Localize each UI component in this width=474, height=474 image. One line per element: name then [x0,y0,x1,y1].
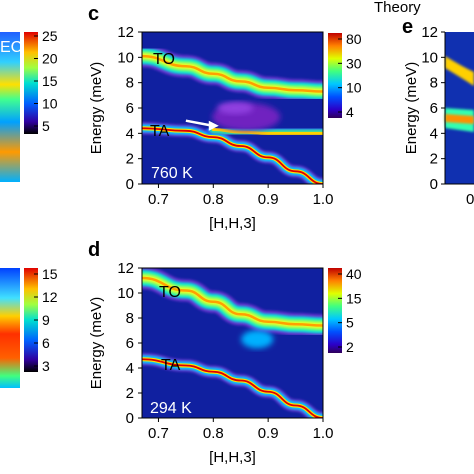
x-tick-label: 1.0 [313,191,334,208]
panel-e-letter: e [402,16,413,38]
left-heatmap-bottom [0,268,20,388]
panel-d-axes: 0 2 4 6 8 10 12 0.7 0.8 0.9 1.0 [H,H,3] Energy (meV) [88,260,333,466]
panel-c-branch-label-ta: TA [150,123,170,140]
theory-label: Theory [374,0,421,16]
colorbar-tick-label: 2 [346,339,354,355]
colorbar-tick-label: 20 [42,51,58,67]
y-tick-label: 2 [126,151,134,168]
branch-ta [142,358,323,418]
panel-c-arrow [185,119,219,131]
panel-e-axes: 0 2 4 6 8 10 12 Energy (meV) 0 [403,24,474,208]
x-axis-label: [H,H,3] [209,449,256,466]
colorbar-tick-label: 3 [42,358,50,374]
x-tick-label: 0.8 [203,191,224,208]
colorbar-left-bottom-ticks: 15 12 9 6 3 [34,266,58,374]
y-tick-label: 12 [421,24,438,41]
branch-ta [142,127,323,184]
panel-d-branch-label-ta: TA [161,357,181,374]
panel-d-colorbar [328,268,342,353]
arrow-shaft [185,119,214,127]
colorbar-tick-label: 80 [346,31,362,47]
arrow-head [208,120,219,131]
panel-c-colorbar [328,33,342,118]
y-tick-label: 0 [126,410,134,427]
branch-to [142,54,323,93]
x-tick-label: 1.0 [313,425,334,442]
y-tick-label: 4 [126,360,134,377]
colorbar-tick-label: 6 [42,335,50,351]
panel-c-plot-area [142,45,323,184]
x-tick-label: 0.7 [148,191,169,208]
branch-flat [211,128,323,135]
panel-e-background [445,32,474,184]
panel-c-branch-label-to: TO [153,51,175,68]
colorbar-tick-label: 10 [346,80,362,96]
colorbar-tick-label: 30 [346,55,362,71]
y-tick-label: 8 [126,310,134,327]
colorbar-left-top [24,32,38,134]
diffuse-blob-core [217,102,254,114]
y-tick-label: 12 [117,260,134,277]
panel-d-temperature: 294 K [150,400,192,417]
x-tick-label: 0.8 [203,425,224,442]
x-tick-label: 0.7 [148,425,169,442]
y-tick-label: 10 [421,49,438,66]
panel-c-letter: c [88,3,99,25]
y-tick-label: 10 [117,49,134,66]
panel-c: c 0 2 4 6 8 10 12 0.7 0.8 0.9 1.0 [H,H,3] Energy (me… [88,3,362,232]
x-axis-label: [H,H,3] [209,215,256,232]
colorbar-tick-label: 5 [346,315,354,331]
panel-e: Theory e 0 2 4 6 8 10 12 Energy (meV) 0 [374,0,474,208]
colorbar-tick-label: 15 [346,290,362,306]
panel-c-colorbar-ticks: 80 30 10 4 [338,31,362,120]
y-tick-label: 4 [126,125,134,142]
x-tick-label: 0 [466,191,474,208]
y-tick-label: 0 [430,176,438,193]
y-axis-label: Energy (meV) [88,62,105,155]
y-tick-label: 8 [126,75,134,92]
branch-to [142,276,323,327]
x-tick-label: 0.9 [258,191,279,208]
left-panel-bottom: 15 12 9 6 3 [0,266,58,388]
left-heatmap-top [0,32,20,182]
y-tick-label: 4 [430,125,438,142]
colorbar-tick-label: 10 [42,96,58,112]
y-tick-label: 6 [126,100,134,117]
y-axis-label: Energy (meV) [88,297,105,390]
y-tick-label: 10 [117,285,134,302]
colorbar-left-top-ticks: 25 20 15 10 5 [34,28,58,134]
colorbar-tick-label: 40 [346,266,362,282]
y-tick-label: 8 [430,75,438,92]
y-axis-label: Energy (meV) [403,62,420,155]
panel-c-temperature: 760 K [151,165,193,182]
colorbar-tick-label: 12 [42,289,58,305]
x-tick-label: 0.9 [258,425,279,442]
colorbar-left-bottom [24,268,38,372]
panel-d-colorbar-ticks: 40 15 5 2 [338,266,362,355]
panel-c-axes: 0 2 4 6 8 10 12 0.7 0.8 0.9 1.0 [H,H,3] Energy (meV) [88,24,333,232]
panel-e-band-core [445,114,474,124]
colorbar-tick-label: 5 [42,118,50,134]
panel-d-letter: d [88,239,100,261]
panel-e-band-upper [445,56,474,86]
panel-d: d 0 2 4 6 8 10 12 0.7 0.8 0.9 1.0 [H,H,3] Energy (me… [88,239,362,466]
y-tick-label: 2 [430,151,438,168]
y-tick-label: 2 [126,385,134,402]
y-tick-label: 0 [126,176,134,193]
y-tick-label: 6 [126,335,134,352]
colorbar-tick-label: 25 [42,28,58,44]
colorbar-tick-label: 9 [42,312,50,328]
colorbar-tick-label: 4 [346,104,354,120]
left-panel-top-label: EC [0,39,22,56]
colorbar-tick-label: 15 [42,266,58,282]
left-panel-top: EC 25 20 15 10 5 [0,28,58,182]
y-tick-label: 6 [430,100,438,117]
y-tick-label: 12 [117,24,134,41]
colorbar-tick-label: 15 [42,73,58,89]
panel-d-plot-area [142,268,323,418]
panel-d-branch-label-to: TO [159,284,181,301]
diffuse-patch [241,330,274,349]
